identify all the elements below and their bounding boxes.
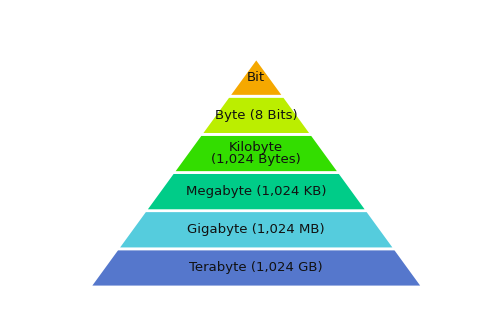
Text: Gigabyte (1,024 MB): Gigabyte (1,024 MB) bbox=[188, 223, 325, 236]
Polygon shape bbox=[90, 249, 423, 287]
Text: Byte (8 Bits): Byte (8 Bits) bbox=[215, 109, 298, 122]
Polygon shape bbox=[118, 211, 395, 249]
Text: (1,024 Bytes): (1,024 Bytes) bbox=[212, 153, 301, 166]
Polygon shape bbox=[145, 173, 368, 211]
Text: Terabyte (1,024 GB): Terabyte (1,024 GB) bbox=[190, 262, 323, 275]
Polygon shape bbox=[228, 58, 284, 96]
Text: Bit: Bit bbox=[247, 71, 266, 84]
Text: Kilobyte: Kilobyte bbox=[229, 141, 283, 154]
Polygon shape bbox=[200, 96, 312, 134]
Polygon shape bbox=[173, 134, 340, 173]
Text: Megabyte (1,024 KB): Megabyte (1,024 KB) bbox=[186, 185, 326, 198]
